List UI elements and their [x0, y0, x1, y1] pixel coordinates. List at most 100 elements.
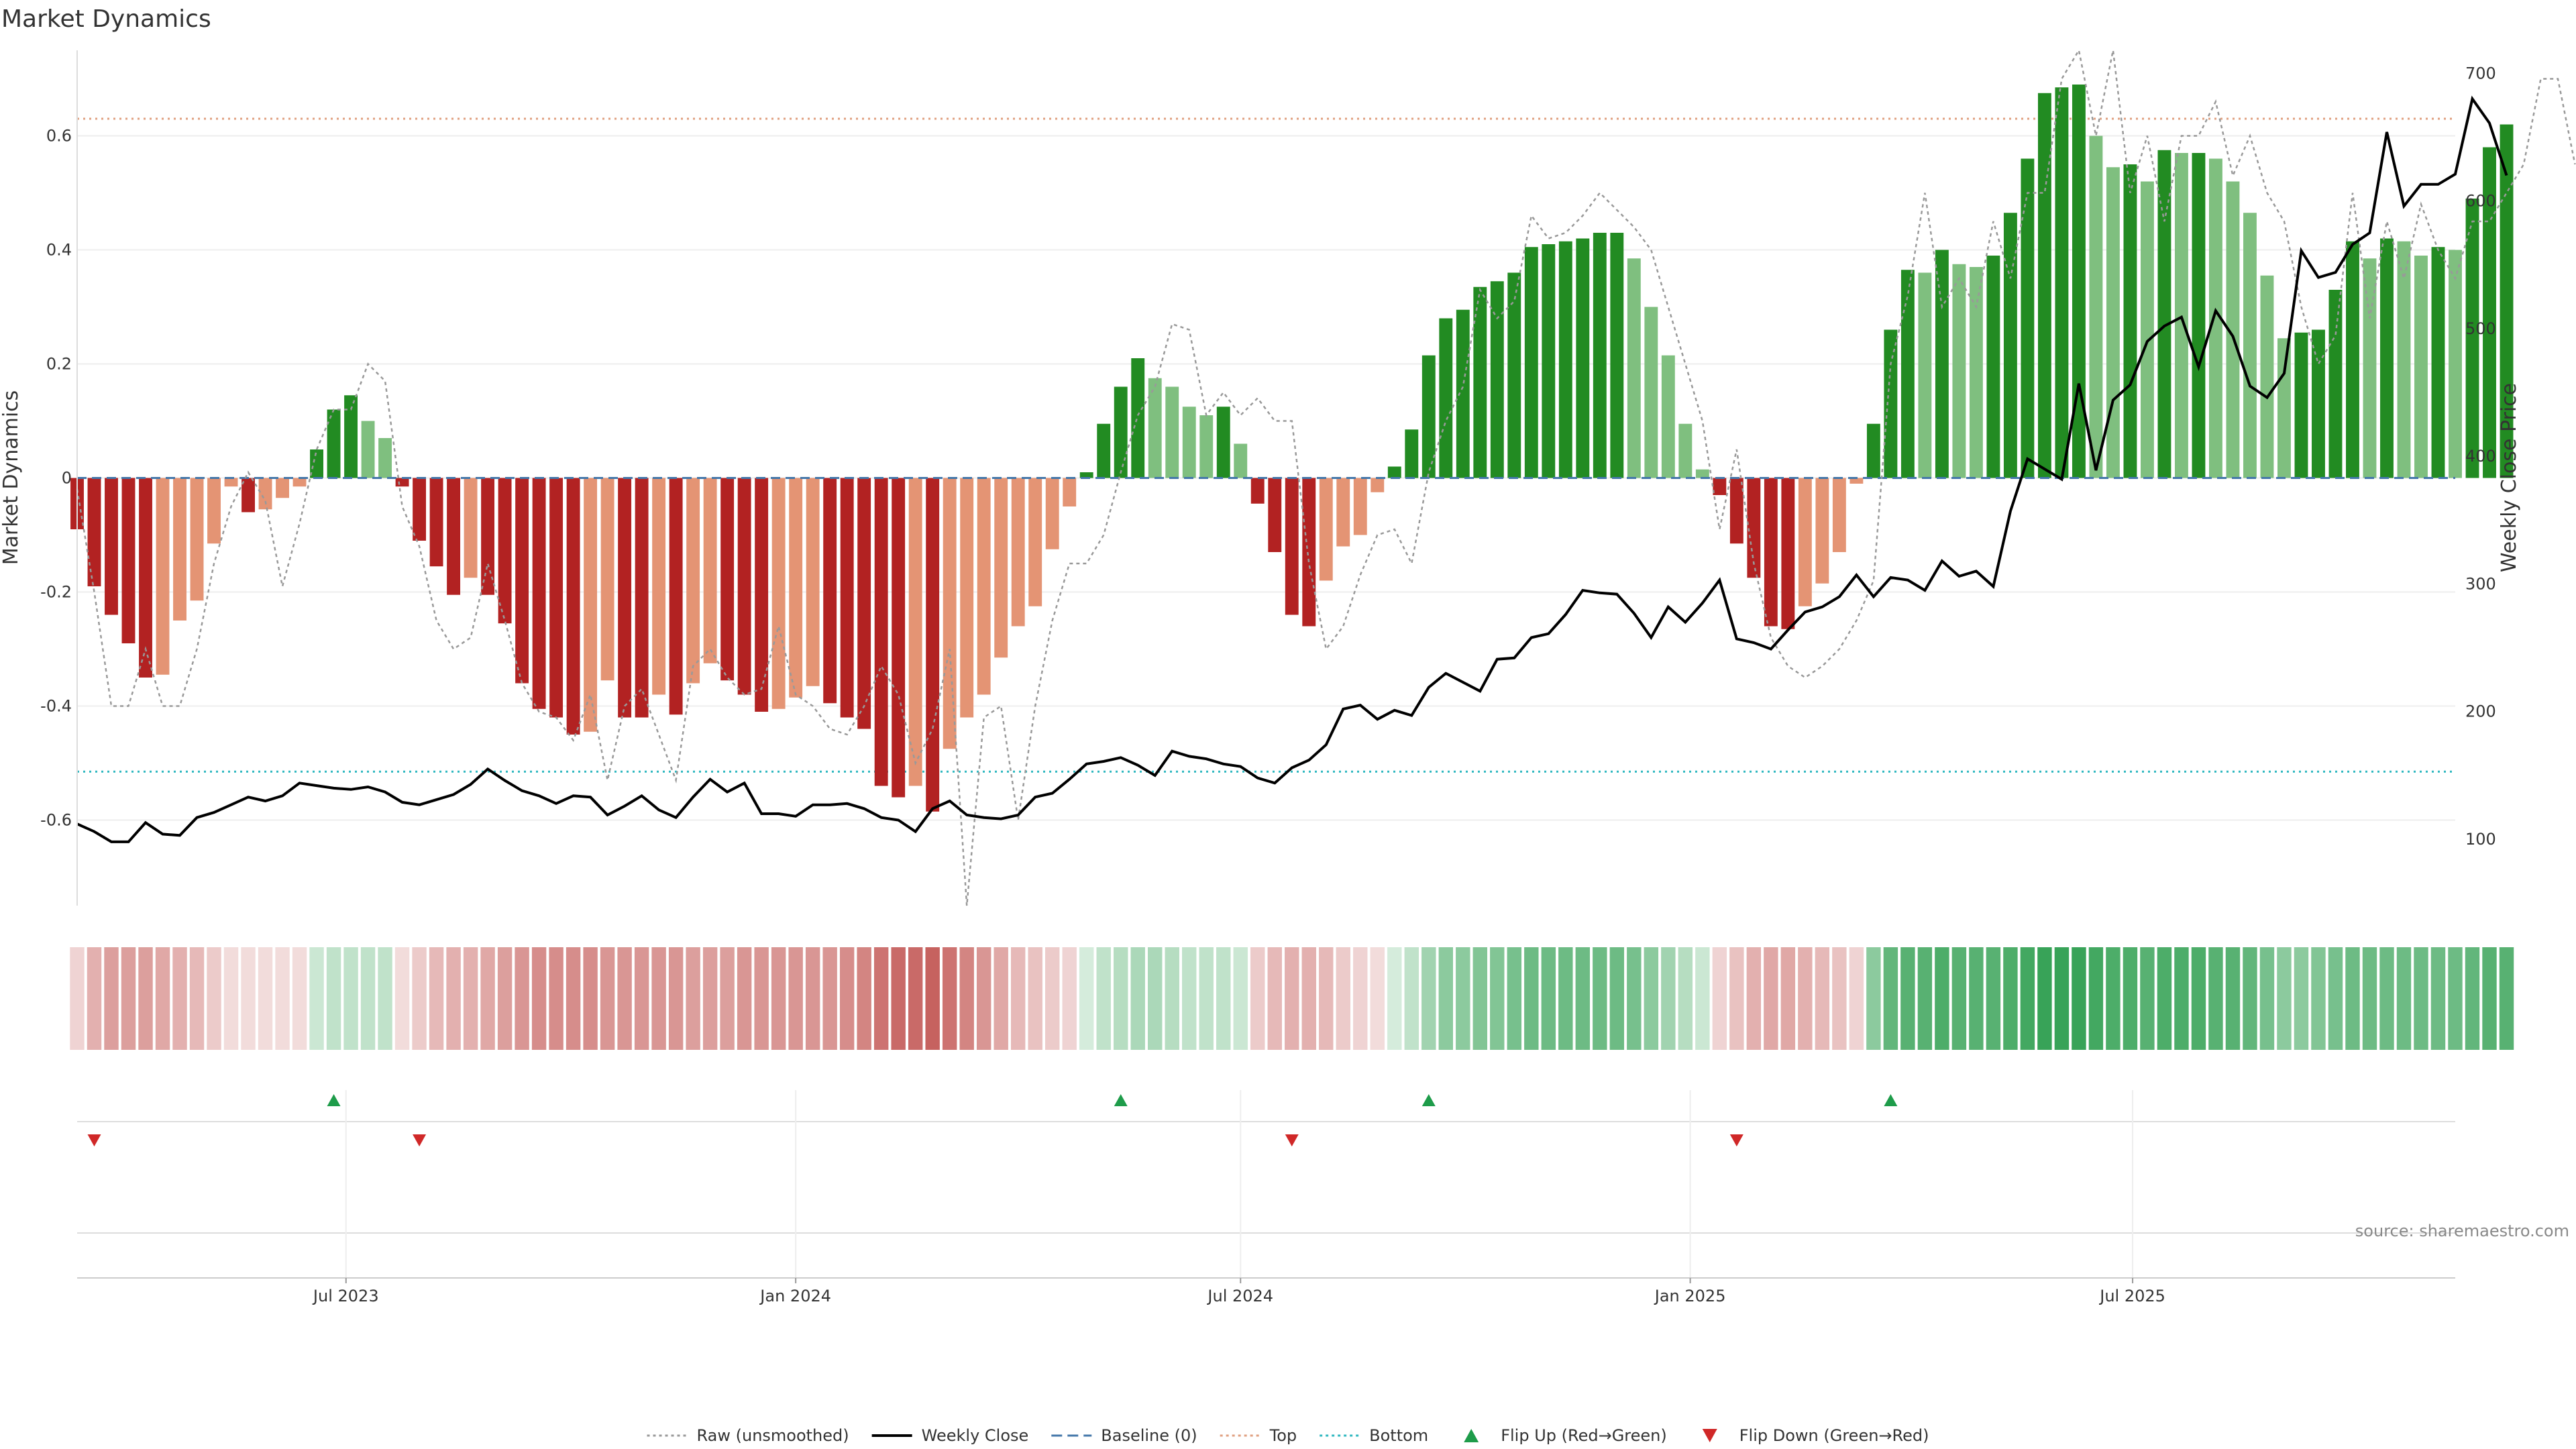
dynamics-bar [87, 478, 101, 586]
heat-cell [1900, 947, 1915, 1050]
heat-cell [702, 947, 718, 1050]
dynamics-bar [1986, 256, 2000, 478]
heat-cell [1250, 947, 1265, 1050]
heat-cell [1438, 947, 1453, 1050]
heat-cell [480, 947, 495, 1050]
heat-cell [1798, 947, 1813, 1050]
dynamics-bar [1473, 286, 1487, 478]
dynamics-bar [926, 478, 940, 812]
dynamics-bar [2414, 256, 2428, 478]
heat-cell [1370, 947, 1385, 1050]
dynamics-bar [258, 478, 272, 510]
flip-down-marker [1285, 1134, 1299, 1146]
dynamics-bar [1063, 478, 1077, 506]
heat-cell [566, 947, 581, 1050]
heat-cell [104, 947, 119, 1050]
heat-cell [1746, 947, 1762, 1050]
heat-cell [292, 947, 307, 1050]
dynamics-bar [1627, 258, 1641, 478]
heat-cell [1336, 947, 1350, 1050]
heat-cell [617, 947, 632, 1050]
flip-up-marker [1114, 1094, 1128, 1106]
dynamics-bar [823, 478, 837, 704]
heat-cell [2362, 947, 2377, 1050]
dynamics-bar [378, 438, 392, 478]
heat-cell [343, 947, 358, 1050]
flip-panel [77, 1090, 2455, 1278]
heat-cell [651, 947, 666, 1050]
dynamics-bar [1131, 358, 1145, 478]
dynamics-bar [1216, 407, 1230, 478]
heat-cell [1028, 947, 1042, 1050]
y-right-tick-label: 400 [2465, 447, 2496, 466]
dynamics-bar [943, 478, 957, 749]
x-tick-label: Jan 2025 [1654, 1287, 1726, 1305]
x-axis: Jul 2023 Jan 2024 Jul 2024 Jan 2025 Jul 2025 [77, 1277, 2455, 1305]
dynamics-bar [2243, 213, 2257, 478]
y-right-tick-label: 200 [2465, 702, 2496, 721]
legend-label: Flip Down (Green→Red) [1739, 1426, 1929, 1445]
dynamics-bar [1593, 233, 1607, 478]
dynamics-bar [224, 478, 238, 487]
heat-cell [1712, 947, 1727, 1050]
legend-label: Top [1269, 1426, 1297, 1445]
heat-cell [1421, 947, 1436, 1050]
heat-cell [1285, 947, 1299, 1050]
heat-cell [839, 947, 855, 1050]
heat-cell [1199, 947, 1214, 1050]
heat-cell [1096, 947, 1111, 1050]
dynamics-bar [737, 478, 751, 695]
heat-cell [1353, 947, 1368, 1050]
x-tick-label: Jul 2024 [1206, 1287, 1273, 1305]
axes-layer: -0.6 -0.4 -0.2 0 0.2 0.4 0.6 100 200 300 400 500 600… [40, 50, 2496, 906]
heat-cell [515, 947, 529, 1050]
heat-cell [1387, 947, 1402, 1050]
dynamics-bar [1832, 478, 1846, 552]
dynamics-bar [2294, 332, 2308, 478]
y-axis-left-title: Market Dynamics [0, 390, 23, 566]
dynamics-bar [1781, 478, 1795, 629]
heat-cell [1951, 947, 1967, 1050]
dynamics-bar [429, 478, 443, 567]
heat-cell [908, 947, 923, 1050]
heat-cell [412, 947, 427, 1050]
dynamics-bar [1576, 238, 1590, 478]
legend-label: Flip Up (Red→Green) [1501, 1426, 1667, 1445]
dynamics-bar [686, 478, 700, 684]
dynamics-bar [994, 478, 1008, 658]
heat-cell [2072, 947, 2086, 1050]
dynamics-bar [857, 478, 871, 729]
dynamics-bar [344, 395, 358, 478]
heat-cell [223, 947, 239, 1050]
dynamics-bar [1900, 270, 1915, 478]
dynamics-bar [1165, 386, 1179, 478]
dynamics-bar [1456, 309, 1470, 478]
heat-cell [686, 947, 700, 1050]
heat-cell [258, 947, 273, 1050]
dynamics-bar [874, 478, 888, 786]
heat-cell [309, 947, 324, 1050]
heat-cell [1267, 947, 1282, 1050]
heat-cell [788, 947, 803, 1050]
y-left-tick-label: 0.4 [46, 241, 72, 260]
y-right-tick-label: 300 [2465, 574, 2496, 593]
dynamics-bar [1713, 478, 1727, 495]
heat-cell [1507, 947, 1522, 1050]
heat-cell [1986, 947, 2001, 1050]
dynamics-bar [1302, 478, 1316, 627]
heat-cell [2465, 947, 2480, 1050]
dynamics-bar [1798, 478, 1812, 606]
dynamics-bar [1268, 478, 1282, 552]
y-left-tick-label: 0.6 [46, 127, 72, 146]
dynamics-bar [241, 478, 255, 513]
heat-cell [275, 947, 290, 1050]
heat-cell [1780, 947, 1796, 1050]
dynamics-bar [2157, 150, 2171, 478]
legend-label: Raw (unsmoothed) [697, 1426, 849, 1445]
dynamics-bar [618, 478, 632, 718]
heat-cell [497, 947, 513, 1050]
heat-cell [172, 947, 187, 1050]
legend-item: Bottom [1320, 1426, 1428, 1445]
heat-cell [1832, 947, 1847, 1050]
dynamics-bar [771, 478, 786, 709]
